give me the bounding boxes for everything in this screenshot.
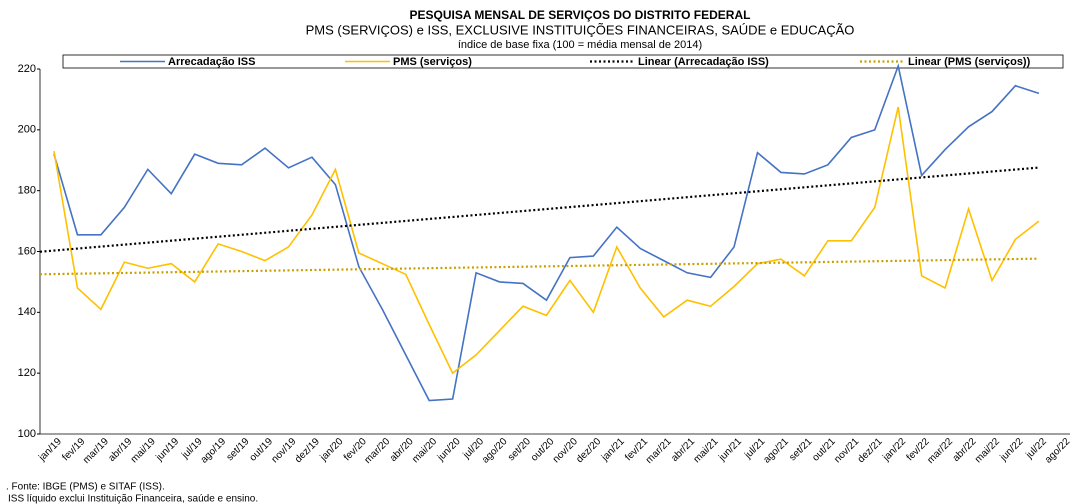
y-tick-label: 120 [18, 367, 36, 379]
legend-label: Arrecadação ISS [168, 56, 255, 68]
y-tick-label: 180 [18, 185, 36, 197]
series-line [53, 106, 1040, 375]
x-tick-label: dez/21 [856, 436, 885, 465]
x-tick-label: jan/22 [880, 436, 908, 464]
x-tick-label: mai/21 [692, 436, 721, 465]
note: ISS líquido exclui Instituição Financeir… [8, 494, 258, 504]
x-tick-label: ago/19 [199, 436, 229, 466]
series-line [53, 63, 1040, 402]
x-tick-label: mai/20 [410, 436, 439, 465]
chart-subtitle: PMS (SERVIÇOS) e ISS, EXCLUSIVE INSTITUI… [306, 22, 855, 37]
legend-label: Linear (Arrecadação ISS) [638, 56, 769, 68]
x-tick-label: mar/21 [644, 436, 674, 466]
x-tick-label: jan/20 [318, 436, 346, 464]
x-tick-label: set/21 [787, 436, 814, 463]
x-tick-label: dez/19 [293, 436, 322, 465]
x-tick-label: dez/20 [574, 436, 603, 465]
trend-line [39, 257, 1039, 276]
x-tick-label: nov/21 [832, 436, 861, 465]
x-tick-label: ago/20 [480, 436, 510, 466]
legend-label: PMS (serviços) [393, 56, 472, 68]
x-tick-label: jun/19 [153, 436, 181, 464]
x-tick-label: set/19 [225, 436, 252, 463]
x-tick-label: jun/22 [998, 436, 1026, 464]
x-tick-label: nov/20 [551, 436, 580, 465]
x-tick-label: mar/19 [81, 436, 111, 466]
x-tick-label: set/20 [506, 436, 533, 463]
y-tick-label: 200 [18, 124, 36, 136]
y-tick-label: 220 [18, 63, 36, 75]
trend-line [39, 166, 1039, 253]
x-tick-label: mar/22 [925, 436, 955, 466]
x-tick-label: jan/21 [599, 436, 627, 464]
x-tick-label: jan/19 [36, 436, 64, 464]
legend-box [62, 54, 1064, 69]
legend-label: Linear (PMS (serviços)) [908, 56, 1031, 68]
x-tick-label: mar/20 [363, 436, 393, 466]
chart-title: PESQUISA MENSAL DE SERVIÇOS DO DISTRITO … [410, 8, 751, 22]
x-tick-label: mai/19 [129, 436, 158, 465]
x-tick-label: mai/22 [973, 436, 1002, 465]
chart-subtitle: índice de base fixa (100 = média mensal … [458, 39, 702, 51]
y-tick-label: 140 [18, 306, 36, 318]
x-tick-label: jun/21 [716, 436, 744, 464]
x-tick-label: ago/22 [1043, 436, 1073, 466]
y-tick-label: 100 [18, 428, 36, 440]
x-tick-label: jun/20 [435, 436, 463, 464]
x-tick-label: ago/21 [762, 436, 792, 466]
note: . Fonte: IBGE (PMS) e SITAF (ISS). [6, 482, 165, 493]
y-tick-label: 160 [18, 245, 36, 257]
x-tick-label: nov/19 [269, 436, 298, 465]
